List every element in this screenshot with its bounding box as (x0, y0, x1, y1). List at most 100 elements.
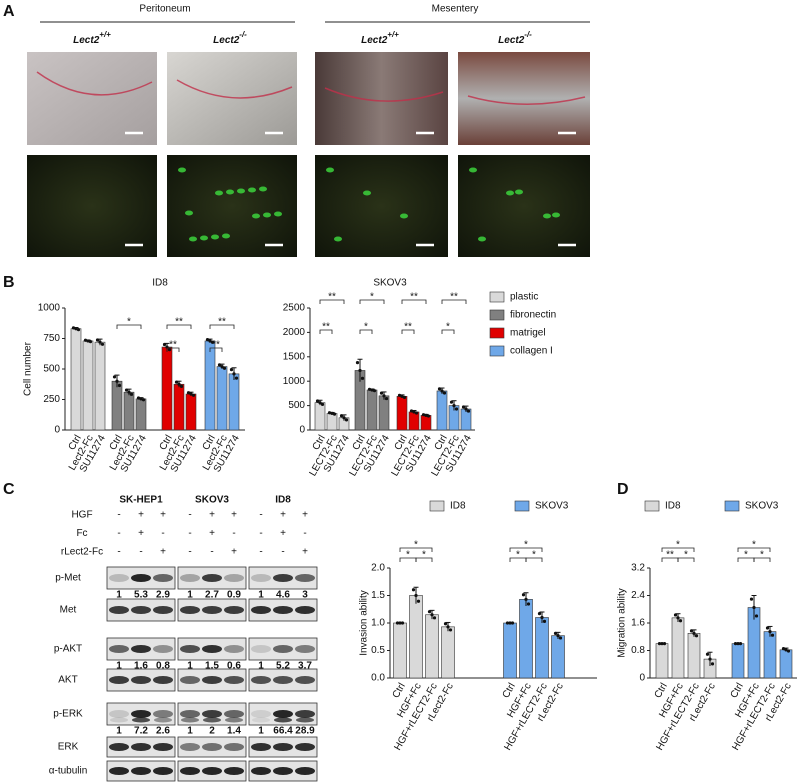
data-point (315, 399, 320, 403)
blot-band (296, 717, 314, 723)
treatment-sign: - (117, 510, 120, 521)
y-tick-label: 1.6 (631, 618, 645, 629)
bar (408, 411, 420, 431)
data-point (443, 622, 448, 626)
bar (519, 599, 533, 679)
data-point (710, 662, 715, 666)
data-point (117, 383, 122, 388)
legend-swatch (644, 500, 660, 512)
significance-label: * (676, 540, 680, 551)
quantification: 7.2 (134, 726, 148, 737)
data-point (427, 610, 432, 614)
treatment-sign: + (231, 510, 237, 521)
y-tick-label: 2500 (283, 303, 306, 314)
blot-band (153, 676, 173, 684)
fluorescence (315, 155, 448, 257)
treatment-sign: - (281, 547, 284, 558)
blot-band (295, 710, 315, 718)
data-point (708, 657, 712, 661)
bar (779, 649, 793, 679)
y-tick-label: 2000 (283, 327, 306, 338)
quantification: 1.6 (134, 661, 148, 672)
fluorescence (27, 155, 157, 257)
blot-band (251, 645, 271, 653)
data-point (220, 364, 224, 369)
bar (378, 395, 390, 431)
blot-band (109, 574, 129, 582)
quantification: 2.6 (156, 726, 170, 737)
photo (167, 52, 297, 145)
bar (731, 643, 745, 679)
genotype: -/- (239, 30, 247, 39)
data-point (508, 621, 512, 625)
treatment-label: rLect2-Fc (61, 547, 103, 558)
y-axis-label: Migration ability (617, 588, 628, 657)
blot-label: α-tubulin (49, 766, 88, 777)
quantification: 3 (302, 590, 308, 601)
blot-band (131, 676, 151, 684)
data-point (400, 621, 405, 625)
significance-label: ** (169, 340, 177, 351)
fluor-spot (478, 236, 486, 242)
data-point (205, 338, 210, 342)
site-label: Peritoneum (139, 4, 190, 15)
y-tick-label: 250 (43, 394, 60, 405)
photo (27, 52, 157, 145)
data-point (412, 410, 416, 414)
data-point (689, 629, 694, 633)
panel-label: D (617, 481, 629, 498)
y-tick-label: 1500 (283, 351, 306, 362)
blot-band (132, 717, 150, 723)
blot-band (131, 710, 151, 718)
blot-band (202, 645, 222, 653)
legend-label: collagen I (510, 346, 553, 357)
blot-label: p-AKT (54, 644, 82, 655)
quantification: 1 (116, 726, 122, 737)
fluor-spot (515, 189, 523, 195)
data-point (738, 642, 743, 646)
y-tick-label: 1000 (283, 376, 306, 387)
quantification: 2 (209, 726, 215, 737)
quantification: 66.4 (273, 726, 293, 737)
blot-band (153, 574, 173, 582)
data-point (752, 605, 756, 610)
vessel (324, 87, 444, 102)
blot-band (202, 676, 222, 684)
y-tick-label: 0.0 (371, 673, 385, 684)
data-point (339, 414, 344, 418)
quantification: 1 (187, 726, 193, 737)
treatment-sign: - (259, 528, 262, 539)
y-tick-label: 0.8 (631, 645, 645, 656)
blot-band (273, 574, 293, 582)
y-tick-label: 3.2 (631, 563, 645, 574)
chart-title: SKOV3 (373, 278, 407, 289)
data-point (344, 418, 349, 422)
significance-bracket (441, 329, 455, 334)
data-point (673, 613, 678, 617)
bar (326, 413, 338, 431)
blot-band (181, 717, 199, 723)
legend-swatch (489, 291, 505, 303)
legend-label: matrigel (510, 328, 546, 339)
y-tick-label: 0.5 (371, 645, 385, 656)
data-point (83, 338, 88, 342)
data-point (402, 395, 407, 399)
fluor-spot (222, 233, 230, 239)
data-point (786, 649, 791, 653)
significance-bracket (753, 557, 771, 562)
data-point (537, 612, 542, 616)
data-point (234, 376, 239, 380)
bar (70, 328, 82, 431)
blot-band (109, 676, 129, 684)
blot-band (180, 574, 200, 582)
data-point (692, 631, 696, 635)
quantification: 28.9 (295, 726, 315, 737)
genotype-label: Lect2-/- (498, 30, 532, 46)
data-point (384, 396, 389, 401)
blot-band (251, 743, 271, 751)
data-point (379, 391, 384, 395)
data-point (367, 387, 372, 391)
data-point (421, 413, 426, 417)
data-point (466, 409, 471, 413)
treatment-sign: - (139, 547, 142, 558)
